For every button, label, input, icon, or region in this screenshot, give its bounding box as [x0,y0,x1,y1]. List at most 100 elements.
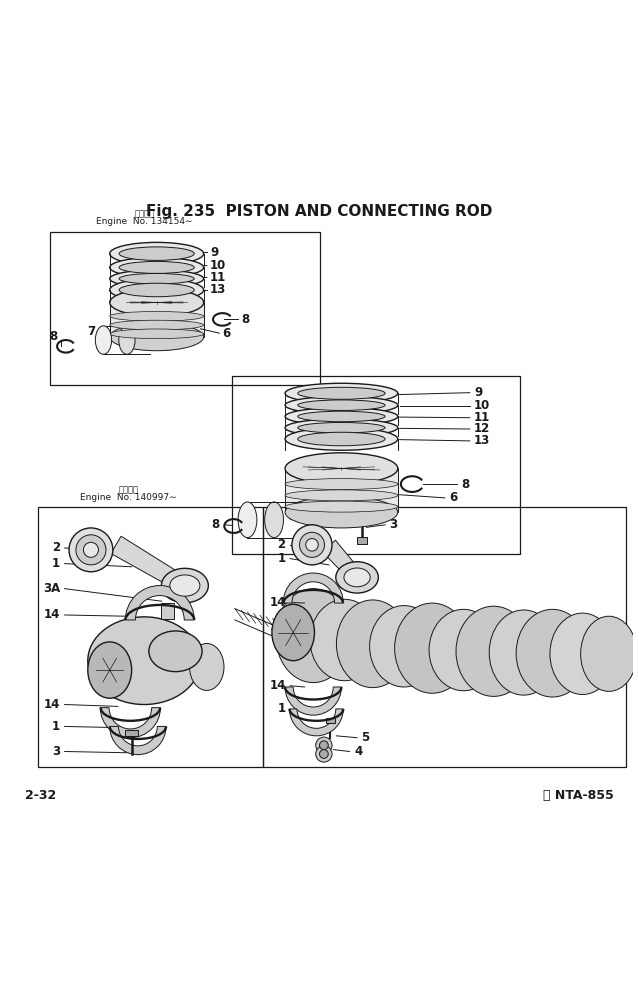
Text: 13: 13 [474,435,490,447]
Text: 14: 14 [44,698,60,711]
Text: 適用号等: 適用号等 [134,209,154,218]
Ellipse shape [285,497,397,528]
Wedge shape [110,726,166,755]
Ellipse shape [285,384,397,404]
Ellipse shape [285,408,397,425]
Ellipse shape [88,617,201,704]
Text: 8: 8 [212,518,220,531]
Circle shape [305,538,318,551]
Ellipse shape [110,329,204,339]
Ellipse shape [110,270,204,288]
Circle shape [84,542,98,557]
Text: ⓘ NTA-855: ⓘ NTA-855 [543,789,614,802]
Circle shape [69,528,113,572]
Ellipse shape [119,274,194,284]
Ellipse shape [119,246,194,261]
Ellipse shape [336,600,409,687]
Ellipse shape [298,411,385,422]
Ellipse shape [285,397,397,414]
Ellipse shape [285,453,397,484]
Circle shape [76,535,106,565]
Ellipse shape [88,642,132,698]
Ellipse shape [298,423,385,433]
Text: 14: 14 [44,608,60,621]
Circle shape [316,745,332,763]
Circle shape [320,740,328,749]
Ellipse shape [489,610,558,695]
Text: 3: 3 [390,518,397,531]
Ellipse shape [95,326,112,355]
Text: 10: 10 [210,260,226,272]
Ellipse shape [344,568,370,587]
Ellipse shape [110,324,204,351]
Wedge shape [285,687,341,715]
Polygon shape [111,536,189,592]
Ellipse shape [335,562,378,593]
Ellipse shape [285,490,397,501]
Bar [161,603,174,618]
Ellipse shape [369,605,438,687]
Ellipse shape [298,432,385,446]
Bar [50,231,320,385]
Text: 3A: 3A [43,582,60,595]
Text: 2: 2 [277,538,286,551]
Ellipse shape [298,388,385,400]
Text: Engine  No. 140997∼: Engine No. 140997∼ [80,493,177,502]
Ellipse shape [285,501,397,512]
Text: 9: 9 [210,245,218,259]
Ellipse shape [456,606,531,696]
Text: 5: 5 [362,731,370,744]
Ellipse shape [285,479,397,490]
Ellipse shape [285,419,397,437]
Ellipse shape [190,643,224,690]
Ellipse shape [110,242,204,265]
Ellipse shape [238,502,257,538]
Text: 14: 14 [269,596,286,609]
Bar [232,376,520,554]
Text: Engine  No. 134154∼: Engine No. 134154∼ [96,217,192,226]
Ellipse shape [119,326,135,355]
Text: 2-32: 2-32 [25,789,56,802]
Bar [263,507,626,768]
Bar [110,303,204,337]
Text: 1: 1 [52,720,60,732]
Text: 6: 6 [222,327,231,340]
Text: 4: 4 [354,745,362,758]
Bar [357,537,367,543]
Bar [285,469,397,512]
Ellipse shape [285,428,397,450]
Circle shape [292,525,332,565]
Ellipse shape [429,609,498,690]
Ellipse shape [119,262,194,274]
Bar [326,718,335,723]
Ellipse shape [265,502,284,538]
Bar [38,507,263,768]
Ellipse shape [110,321,204,330]
Ellipse shape [170,575,200,596]
Text: 1: 1 [277,702,286,715]
Ellipse shape [395,603,470,693]
Circle shape [316,737,332,754]
Ellipse shape [110,312,204,321]
Circle shape [320,749,328,759]
Text: 13: 13 [210,284,226,297]
Wedge shape [100,707,160,737]
Text: 1: 1 [52,557,60,570]
Text: 適用号等: 適用号等 [118,485,139,494]
Wedge shape [283,573,343,603]
Text: 7: 7 [87,326,95,339]
Text: 6: 6 [449,491,458,504]
Wedge shape [125,585,194,620]
Ellipse shape [581,616,637,691]
Text: 9: 9 [474,386,482,399]
Ellipse shape [310,599,379,680]
Ellipse shape [162,568,208,603]
Ellipse shape [272,604,314,660]
Text: 8: 8 [242,313,249,326]
Text: 11: 11 [210,271,226,284]
Text: 11: 11 [474,411,490,424]
Polygon shape [323,540,362,582]
Text: 7: 7 [318,510,326,523]
Circle shape [300,532,325,557]
Wedge shape [289,708,343,735]
